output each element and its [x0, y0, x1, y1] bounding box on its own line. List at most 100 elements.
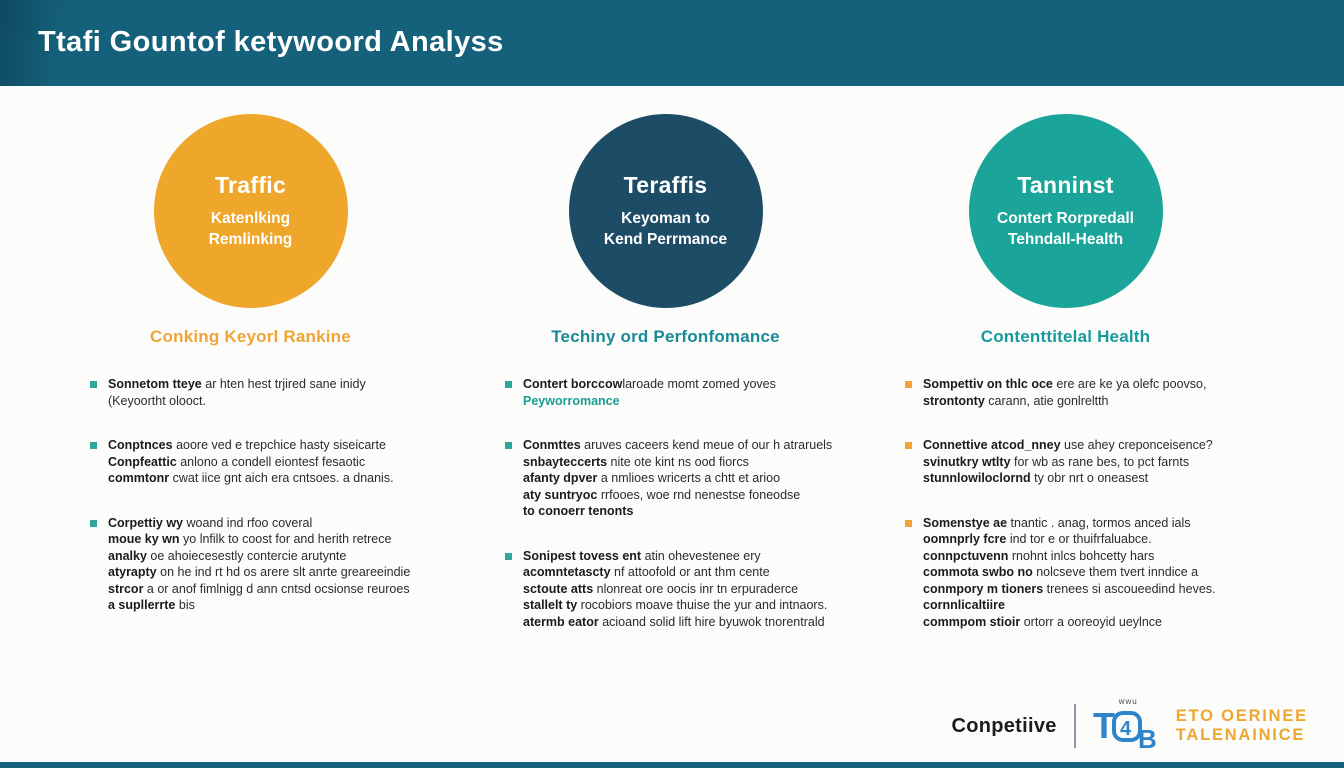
bullet-line: cornnlicaltiire — [923, 598, 1005, 612]
bullet-line: stallelt ty rocobiors moave thuise the y… — [523, 598, 828, 612]
bullet-text: Corpettiy wy woand ind rfoo coveral moue … — [108, 515, 410, 614]
list-item: Sonnetom tteye ar hten hest trjired sane… — [90, 376, 423, 409]
bullet-line: strontonty carann, atie gonlreltth — [923, 393, 1109, 408]
list-item: Connettive atcod_nney use ahey creponcei… — [905, 437, 1238, 487]
bullet-line: moue ky wn yo lnfilk to coost for and he… — [108, 532, 392, 546]
bullet-line: acomntetascty nf attoofold or ant thm ce… — [523, 565, 770, 579]
bullet-marker — [905, 519, 912, 527]
bullet-line: Somenstye ae tnantic . anag, tormos ance… — [923, 515, 1191, 530]
circle-subtitle: Contert Rorpredall Tehndall-Health — [997, 208, 1134, 250]
footer: Conpetiive wwu T 4 B ETO OERINEE TALENAI… — [951, 697, 1308, 754]
bullet-line: commota swbo no nolcseve them tvert innd… — [923, 565, 1199, 579]
logo-glyph: T 4 B — [1093, 705, 1157, 754]
column-heading: Contenttitelal Health — [980, 327, 1151, 346]
bullet-line: commtonr cwat iice gnt aich era cntsoes.… — [108, 471, 394, 485]
header-bar: Ttafi Gountof ketywoord Analyss — [0, 0, 1344, 86]
bullet-line: Conptnces aoore ved e trepchice hasty si… — [108, 438, 386, 452]
list-item: Sonipest tovess ent atin ohevestenee ery… — [505, 548, 838, 631]
bullet-text: Conmttes aruves caceers kend meue of our… — [523, 437, 832, 520]
bullet-marker — [505, 442, 512, 449]
circle-title: Teraffis — [623, 172, 708, 198]
bullet-line: svinutkry wtlty for wb as rane bes, to p… — [923, 454, 1190, 469]
svg-text:4: 4 — [1120, 718, 1132, 740]
circle-subtitle-line: Remlinking — [208, 231, 293, 248]
column-heading: Conking Keyorl Rankine — [150, 327, 351, 346]
svg-text:T: T — [1093, 705, 1115, 746]
brand-name: Conpetiive — [951, 714, 1057, 737]
bullet-list: Contert borccowlaroade momt zomed yoves P… — [493, 376, 838, 630]
bullet-marker — [905, 442, 912, 449]
bullet-marker — [90, 381, 97, 388]
svg-text:B: B — [1138, 724, 1157, 752]
bullet-line: a supllerrte bis — [108, 598, 195, 612]
brand-logo-icon: wwu T 4 B — [1093, 697, 1159, 754]
page-title: Ttafi Gountof ketywoord Analyss — [38, 26, 504, 58]
circle-keyword-ranking: Traffic Katenlking Remlinking — [153, 114, 348, 308]
bullet-line: Conmttes aruves caceers kend meue of our… — [523, 438, 833, 452]
circle-subtitle-line: Contert Rorpredall — [997, 210, 1134, 227]
circle-subtitle: Keyoman to Kend Perrmance — [604, 208, 727, 250]
bullet-line: connpctuvenn rnohnt inlcs bohcetty hars — [923, 548, 1155, 563]
circle-subtitle-line: Tehndall-Health — [1007, 231, 1124, 248]
bullet-line: strcor a or anof fimlnigg d ann cntsd oc… — [108, 581, 410, 596]
slide-content: Traffic Katenlking Remlinking Conking Keyor… — [0, 86, 1344, 762]
list-item: Somenstye ae tnantic . anag, tormos ance… — [905, 515, 1238, 631]
bullet-line: Sonipest tovess ent atin ohevestenee ery — [523, 548, 761, 563]
bullet-marker — [905, 381, 912, 388]
bullet-text: Somenstye ae tnantic . anag, tormos ance… — [923, 515, 1216, 631]
bullet-marker — [90, 442, 97, 449]
bullet-marker — [505, 552, 512, 560]
list-item: Conptnces aoore ved e trepchice hasty si… — [90, 437, 423, 487]
bullet-line: oomnprly fcre ind tor e or thuifrfaluabc… — [923, 532, 1152, 546]
circle-technical-performance: Teraffis Keyoman to Kend Perrmance — [568, 114, 763, 308]
list-item: Contert borccowlaroade momt zomed yoves P… — [505, 376, 838, 409]
column-technical-performance: Teraffis Keyoman to Kend Perrmance Techiny … — [493, 86, 838, 658]
bullet-line: afanty dpver a nmlioes wricerts a chtt e… — [523, 471, 781, 485]
bullet-line: Corpettiy wy woand ind rfoo coveral — [108, 515, 313, 530]
bullet-text: Contert borccowlaroade momt zomed yoves P… — [523, 376, 776, 409]
bullet-line: atyrapty on he ind rt hd os arere slt an… — [108, 565, 411, 579]
bullet-line: commpom stioir ortorr a ooreoyid ueylnce — [923, 614, 1162, 629]
bottom-accent-bar — [0, 762, 1344, 768]
column-keyword-ranking: Traffic Katenlking Remlinking Conking Keyor… — [78, 86, 423, 642]
list-item: Corpettiy wy woand ind rfoo coveral moue … — [90, 515, 423, 614]
bullet-line: Sonnetom tteye ar hten hest trjired sane… — [108, 377, 366, 391]
circle-subtitle-line: Keyoman to — [621, 210, 710, 227]
bullet-line: Contert borccowlaroade momt zomed yoves — [523, 377, 776, 391]
column-content-health: Tanninst Contert Rorpredall Tehndall-Healt… — [893, 86, 1238, 658]
circle-subtitle-line: Kend Perrmance — [603, 231, 728, 248]
bullet-line: snbayteccerts nite ote kint ns ood fiorc… — [523, 454, 749, 469]
bullet-line: atermb eator acioand solid lift hire byu… — [523, 614, 825, 629]
bullet-text: Sonipest tovess ent atin ohevestenee ery… — [523, 548, 827, 631]
footer-divider — [1073, 704, 1076, 748]
bullet-line: Conpfeattic anlono a condell eiontesf fe… — [108, 454, 366, 469]
logo-line-1: ETO OERINEE — [1175, 707, 1308, 725]
bullet-line: stunnlowiloclornd ty obr nrt o oneasest — [923, 471, 1149, 485]
circle-subtitle: Katenlking Remlinking — [209, 208, 293, 250]
circle-content-health: Tanninst Contert Rorpredall Tehndall-Healt… — [968, 114, 1163, 308]
bullet-list: Sompettiv on thlc oce ere are ke ya olef… — [893, 376, 1238, 630]
bullet-line: (Keyoortht olooct. — [108, 393, 206, 408]
list-item: Sompettiv on thlc oce ere are ke ya olef… — [905, 376, 1238, 409]
circle-subtitle-line: Katenlking — [210, 210, 291, 227]
logo-small-text: wwu — [1118, 697, 1138, 706]
bullet-line: to conoerr tenonts — [523, 504, 634, 518]
bullet-line: aty suntryoc rrfooes, woe rnd nenestse f… — [523, 487, 801, 502]
bullet-line: sctoute atts nlonreat ore oocis inr tn e… — [523, 581, 799, 596]
circle-title: Tanninst — [1017, 172, 1114, 198]
bullet-line: conmpory m tioners trenees si ascoueedin… — [923, 581, 1216, 596]
bullet-text: Connettive atcod_nney use ahey creponcei… — [923, 437, 1213, 487]
bullet-text: Conptnces aoore ved e trepchice hasty si… — [108, 437, 394, 487]
list-item: Conmttes aruves caceers kend meue of our… — [505, 437, 838, 520]
bullet-marker — [505, 381, 512, 388]
bullet-marker — [90, 519, 97, 527]
circle-title: Traffic — [214, 172, 287, 198]
bullet-list: Sonnetom tteye ar hten hest trjired sane… — [78, 376, 423, 614]
logo-line-2: TALENAINICE — [1175, 726, 1306, 744]
bullet-text: Sompettiv on thlc oce ere are ke ya olef… — [923, 376, 1206, 409]
logo-wordmark: ETO OERINEE TALENAINICE — [1176, 707, 1308, 745]
bullet-line: analky oe ahoiecesestly contercie arutyn… — [108, 548, 347, 563]
bullet-line: Connettive atcod_nney use ahey creponcei… — [923, 438, 1213, 452]
bullet-line: Peyworromance — [523, 393, 620, 408]
bullet-text: Sonnetom tteye ar hten hest trjired sane… — [108, 376, 366, 409]
